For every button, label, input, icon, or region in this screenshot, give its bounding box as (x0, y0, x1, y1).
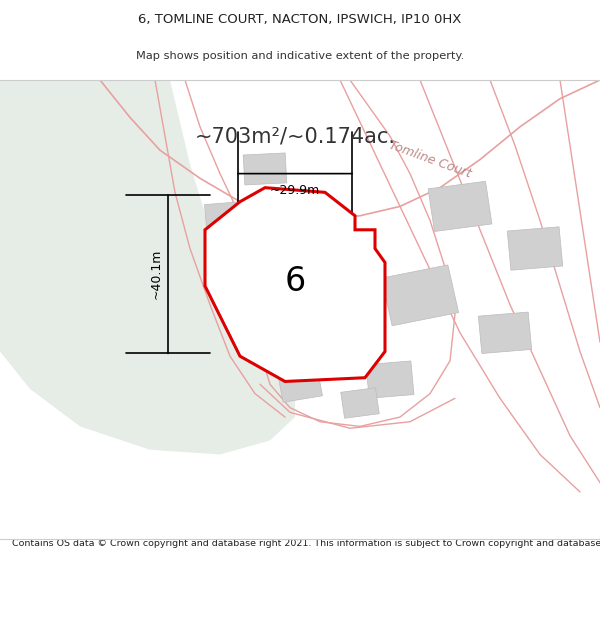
Text: Tomline Court: Tomline Court (387, 139, 473, 181)
Text: ~40.1m: ~40.1m (149, 249, 163, 299)
Polygon shape (205, 201, 256, 240)
Polygon shape (341, 388, 379, 418)
Polygon shape (278, 366, 322, 403)
Polygon shape (428, 181, 492, 231)
Text: 6: 6 (284, 265, 305, 298)
Polygon shape (382, 265, 458, 326)
Polygon shape (366, 361, 414, 398)
Text: 6, TOMLINE COURT, NACTON, IPSWICH, IP10 0HX: 6, TOMLINE COURT, NACTON, IPSWICH, IP10 … (139, 14, 461, 26)
Polygon shape (507, 227, 563, 270)
Polygon shape (334, 294, 376, 325)
Polygon shape (205, 188, 385, 381)
Polygon shape (253, 246, 317, 298)
Polygon shape (478, 312, 532, 354)
Text: ~29.9m: ~29.9m (270, 184, 320, 197)
Text: Map shows position and indicative extent of the property.: Map shows position and indicative extent… (136, 51, 464, 61)
Polygon shape (0, 80, 295, 454)
Text: ~703m²/~0.174ac.: ~703m²/~0.174ac. (195, 126, 396, 146)
Text: Contains OS data © Crown copyright and database right 2021. This information is : Contains OS data © Crown copyright and d… (12, 539, 600, 548)
Polygon shape (243, 153, 287, 185)
